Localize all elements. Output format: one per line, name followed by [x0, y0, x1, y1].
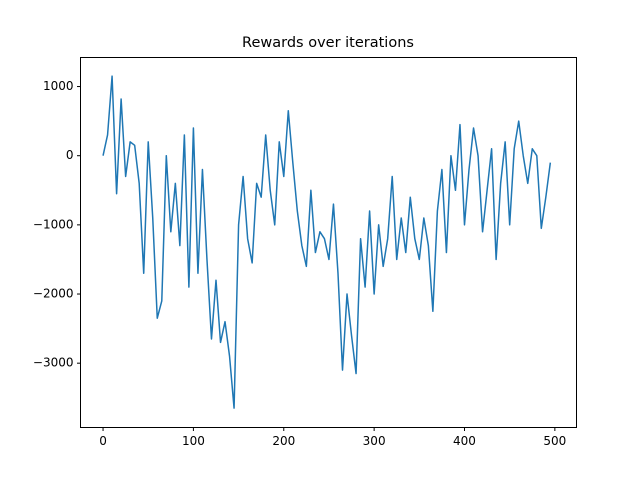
x-tick-label: 100	[182, 434, 205, 448]
axes-frame	[80, 57, 577, 428]
chart-title: Rewards over iterations	[242, 35, 414, 51]
y-tick-label: 1000	[43, 79, 74, 93]
y-tick-label: −1000	[33, 217, 74, 231]
y-tick-label: −2000	[33, 287, 74, 301]
x-tick-label: 200	[272, 434, 295, 448]
x-tick-label: 500	[543, 434, 566, 448]
x-tick-label: 0	[99, 434, 107, 448]
y-tick-label: −3000	[33, 356, 74, 370]
x-tick-label: 400	[453, 434, 476, 448]
x-tick-label: 300	[363, 434, 386, 448]
line	[102, 75, 552, 409]
y-tick-label: 0	[66, 148, 74, 162]
